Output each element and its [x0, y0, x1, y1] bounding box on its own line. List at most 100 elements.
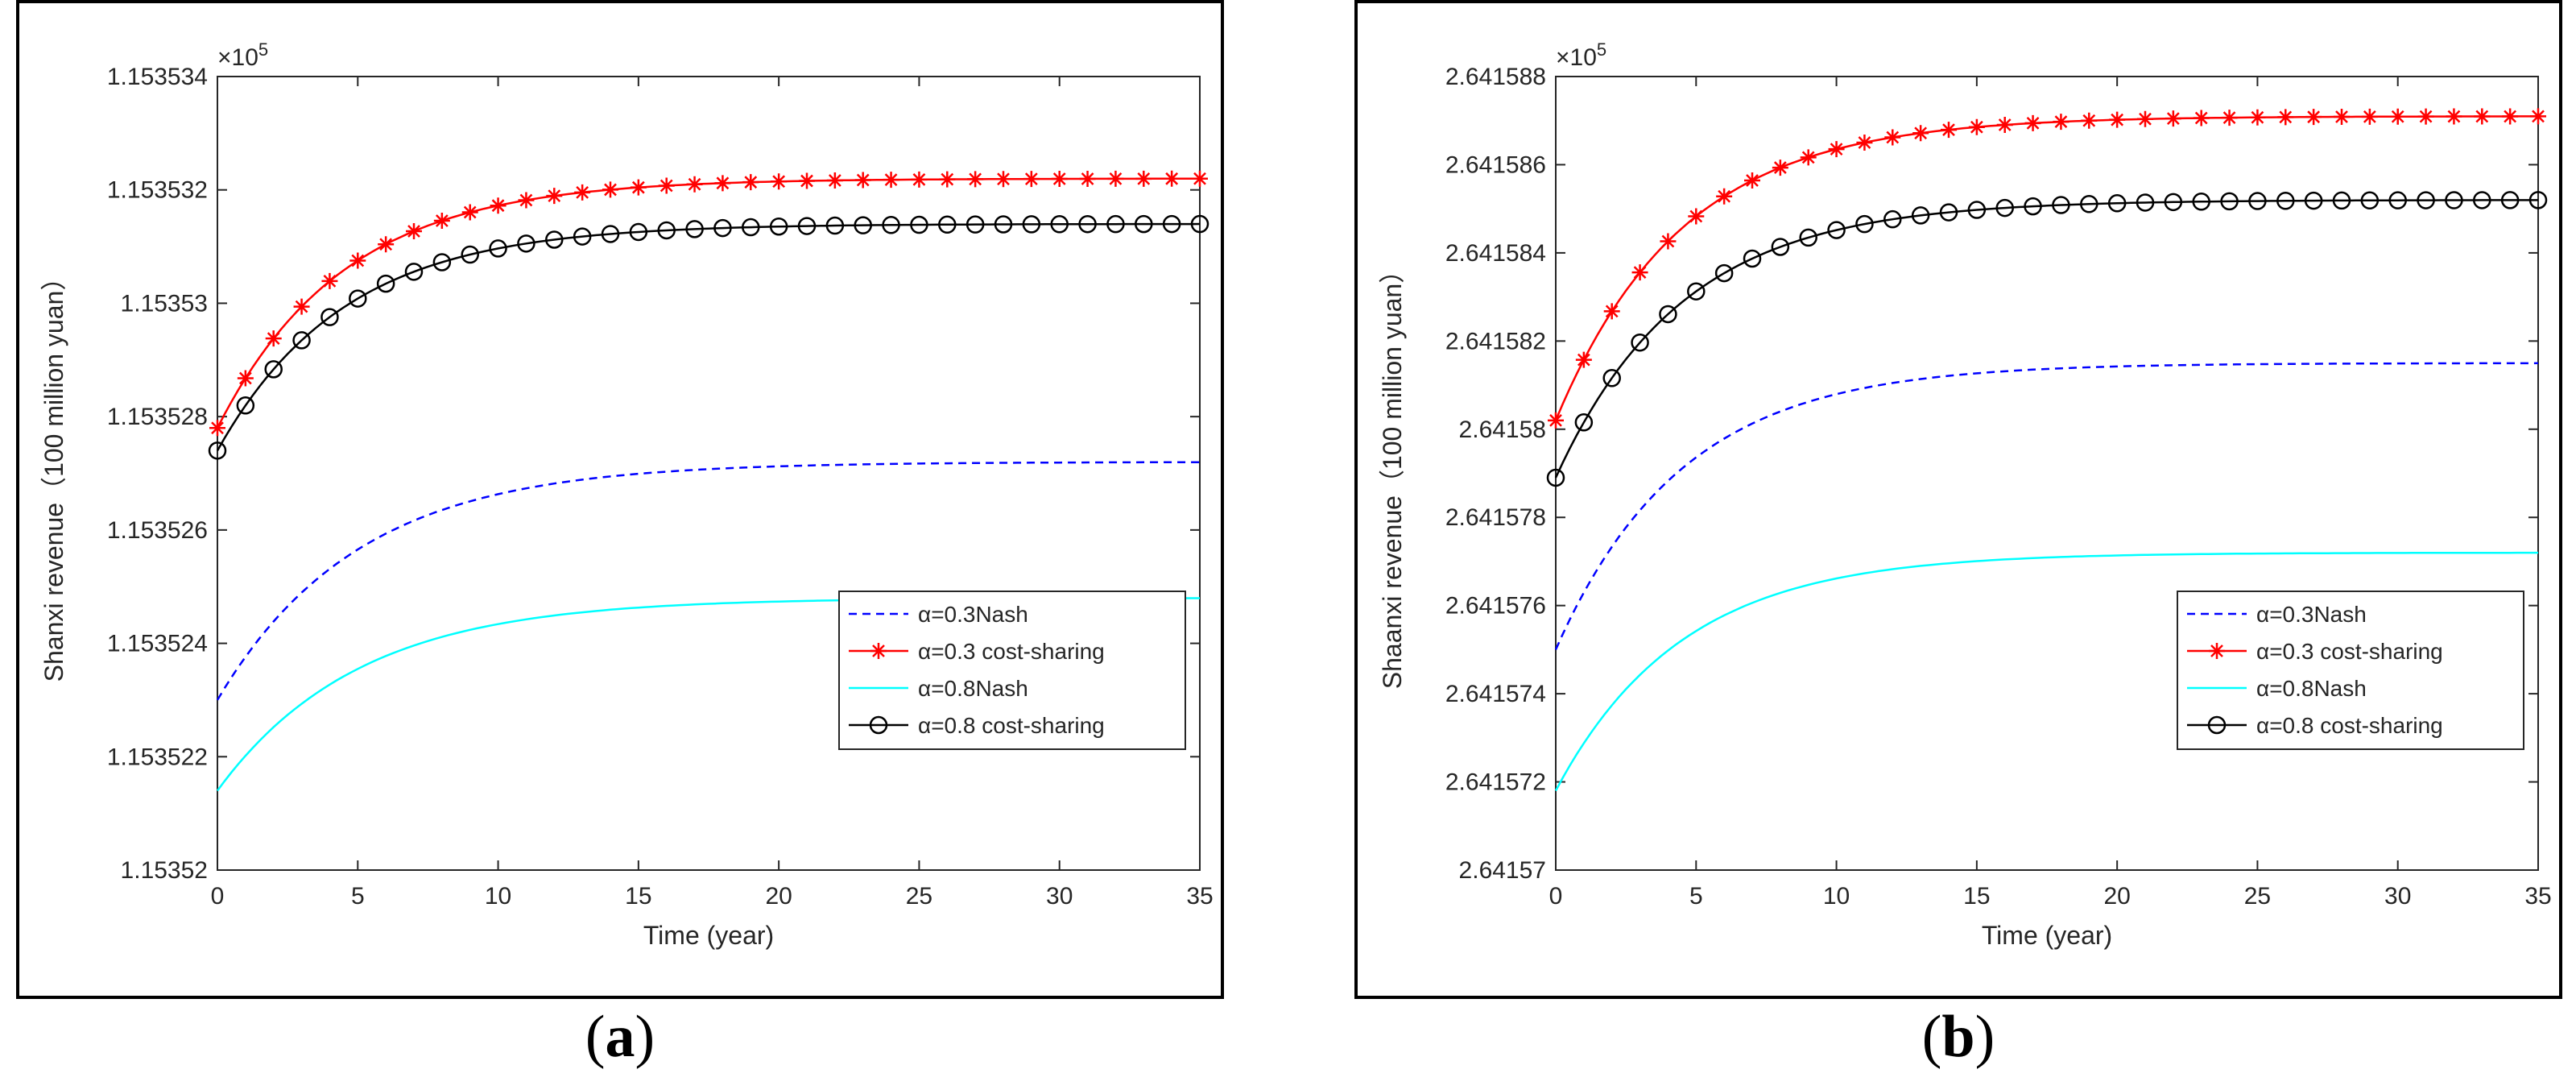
- legend-marker-star: [870, 643, 887, 659]
- x-tick-label: 30: [2384, 883, 2411, 910]
- x-tick-label: 0: [211, 883, 225, 910]
- figure-panel-a: 0 5 10 15 20 25 30 35 1.15352 1.153522 1.153524 1.1…: [16, 0, 1224, 1090]
- series-line-3: [1554, 199, 2538, 479]
- data-point-circle: [1771, 238, 1790, 256]
- chart-a: 0 5 10 15 20 25 30 35 1.15352 1.153522 1.153524 1.1…: [16, 0, 1224, 999]
- data-point-star: [771, 173, 788, 190]
- x-tick-label: 15: [1963, 883, 1990, 910]
- data-point-star: [686, 176, 703, 193]
- data-point-star: [378, 236, 395, 253]
- data-point-circle: [2164, 193, 2183, 212]
- legend-label-0: α=0.3Nash: [918, 602, 1028, 627]
- data-point-circle: [2052, 196, 2070, 214]
- data-point-circle: [1050, 215, 1069, 234]
- y-tick-label: 2.641584: [1445, 240, 1546, 267]
- data-point-star: [1996, 117, 2013, 134]
- data-point-star: [1107, 170, 1124, 187]
- legend-label-2: α=0.8Nash: [2256, 676, 2367, 701]
- data-point-star: [1164, 170, 1180, 187]
- data-point-circle: [825, 216, 845, 235]
- data-point-circle: [1743, 249, 1762, 268]
- y-exponent-label: ×105: [217, 39, 268, 71]
- data-point-circle: [1022, 215, 1041, 234]
- data-point-star: [2361, 108, 2378, 125]
- data-point-circle: [461, 245, 479, 264]
- data-point-star: [1192, 170, 1208, 187]
- data-point-star: [1688, 208, 1705, 225]
- data-point-circle: [994, 215, 1013, 234]
- data-point-star: [1548, 412, 1564, 429]
- legend-label-3: α=0.8 cost-sharing: [2256, 713, 2443, 738]
- data-point-star: [2474, 108, 2491, 125]
- y-axis-label: Shaanxi revenue（100 million yuan）: [1378, 258, 1407, 689]
- caption-letter-b: b: [1941, 1004, 1975, 1070]
- data-point-circle: [742, 218, 760, 237]
- data-point-star: [2334, 108, 2350, 125]
- data-point-circle: [1883, 209, 1902, 229]
- data-point-circle: [2248, 192, 2267, 210]
- data-point-circle: [1855, 214, 1874, 234]
- data-point-star: [1828, 141, 1845, 158]
- x-tick-label: 10: [1823, 883, 1850, 910]
- data-point-circle: [2080, 195, 2098, 213]
- data-point-star: [2530, 108, 2546, 125]
- data-point-circle: [769, 217, 788, 236]
- data-point-circle: [2360, 191, 2380, 210]
- data-point-star: [1912, 125, 1929, 142]
- data-point-circle: [910, 215, 928, 234]
- x-tick-label: 5: [351, 883, 365, 910]
- data-point-circle: [208, 441, 227, 460]
- data-point-circle: [2220, 192, 2239, 211]
- y-tick-label: 2.64158: [1459, 417, 1546, 443]
- data-point-star: [518, 192, 535, 209]
- y-tick-label: 1.153534: [107, 64, 208, 90]
- series-line-0: [1554, 362, 2539, 650]
- y-tick-label: 2.641576: [1445, 593, 1546, 620]
- y-tick-label: 2.64157: [1459, 857, 1546, 884]
- data-point-circle: [2500, 191, 2520, 209]
- data-point-circle: [601, 225, 620, 243]
- x-tick-label: 25: [906, 883, 932, 910]
- data-point-star: [742, 174, 759, 191]
- data-point-circle: [1078, 214, 1097, 234]
- y-exponent-label: ×105: [1556, 39, 1606, 71]
- data-point-circle: [349, 289, 367, 308]
- data-point-star: [2221, 110, 2238, 126]
- data-point-star: [209, 420, 225, 437]
- data-point-circle: [545, 230, 564, 249]
- data-point-circle: [1687, 282, 1706, 300]
- data-point-circle: [1967, 201, 1987, 219]
- data-point-star: [911, 171, 928, 188]
- data-point-circle: [2192, 193, 2210, 211]
- data-point-star: [1941, 122, 1957, 139]
- data-point-star: [1660, 233, 1677, 250]
- y-tick-label: 2.641582: [1445, 328, 1546, 354]
- data-point-circle: [1714, 263, 1734, 283]
- x-tick-label: 20: [765, 883, 792, 910]
- data-point-star: [2193, 110, 2210, 126]
- data-point-circle: [2024, 197, 2042, 216]
- legend-box: [838, 591, 1186, 750]
- data-point-star: [321, 272, 338, 289]
- data-point-star: [1800, 149, 1817, 166]
- data-point-star: [2081, 112, 2098, 129]
- data-point-star: [826, 172, 843, 189]
- series-line-2: [1554, 551, 2538, 792]
- legend-label-0: α=0.3Nash: [2256, 602, 2367, 627]
- data-point-circle: [2388, 191, 2407, 209]
- x-tick-label: 10: [485, 883, 511, 910]
- data-point-circle: [573, 227, 592, 246]
- x-tick-label: 20: [2103, 883, 2130, 910]
- legend-label-2: α=0.8Nash: [918, 676, 1028, 701]
- data-point-star: [658, 177, 675, 194]
- data-point-star: [1051, 171, 1068, 188]
- data-point-circle: [1162, 214, 1181, 234]
- series-line-3: [216, 222, 1201, 452]
- y-tick-label: 1.15352: [121, 857, 208, 884]
- data-point-circle: [2136, 193, 2155, 212]
- x-tick-label: 35: [2524, 883, 2551, 910]
- data-point-circle: [1799, 228, 1817, 247]
- data-point-star: [1772, 160, 1788, 176]
- x-tick-label: 0: [1549, 883, 1563, 910]
- x-axis-label: Time (year): [643, 921, 774, 950]
